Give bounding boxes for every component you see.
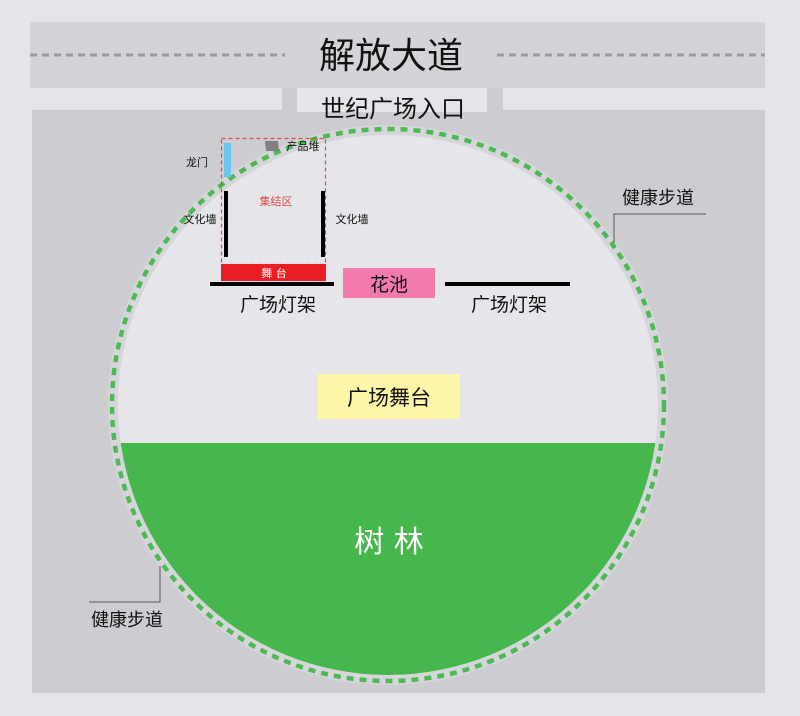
plaza-stage <box>318 374 460 419</box>
product-pile <box>265 141 279 151</box>
flower-bed-label: 花池 <box>370 274 408 296</box>
culture-wall-right-label: 文化墙 <box>336 212 369 226</box>
gate-post-left <box>282 88 297 112</box>
flower-bed <box>343 268 435 298</box>
walkway-left-label: 健康步道 <box>91 610 163 631</box>
light-rack-left-label: 广场灯架 <box>240 294 316 316</box>
forest-label: 树 林 <box>354 525 424 560</box>
gate-post-right <box>487 88 503 112</box>
road-label: 解放大道 <box>319 36 463 77</box>
culture-wall-left <box>224 191 228 257</box>
walkway-right-leader <box>613 213 706 243</box>
road: 解放大道 <box>30 22 765 88</box>
light-rack-left <box>210 282 334 286</box>
light-rack-right-label: 广场灯架 <box>471 294 547 316</box>
light-rack-right <box>445 282 570 286</box>
walkway-right-label: 健康步道 <box>622 188 694 209</box>
entrance-gap <box>297 88 487 112</box>
plaza-stage-label: 广场舞台 <box>347 386 431 410</box>
product-pile-label: 产品堆 <box>287 139 320 153</box>
dragon-gate-label: 龙门 <box>186 155 208 169</box>
entrance-label: 世纪广场入口 <box>321 95 465 123</box>
walkway-left-leader <box>89 566 161 603</box>
stage-label: 舞 台 <box>261 266 287 280</box>
culture-wall-right <box>321 191 325 257</box>
assembly-zone: 龙门 产品堆 集结区 文化墙 文化墙 舞 台 <box>184 137 369 281</box>
assembly-area-label: 集结区 <box>260 194 293 208</box>
culture-wall-left-label: 文化墙 <box>184 212 217 226</box>
walkway-dotted-path <box>109 126 667 684</box>
dragon-gate <box>224 143 231 177</box>
stage <box>221 264 326 281</box>
